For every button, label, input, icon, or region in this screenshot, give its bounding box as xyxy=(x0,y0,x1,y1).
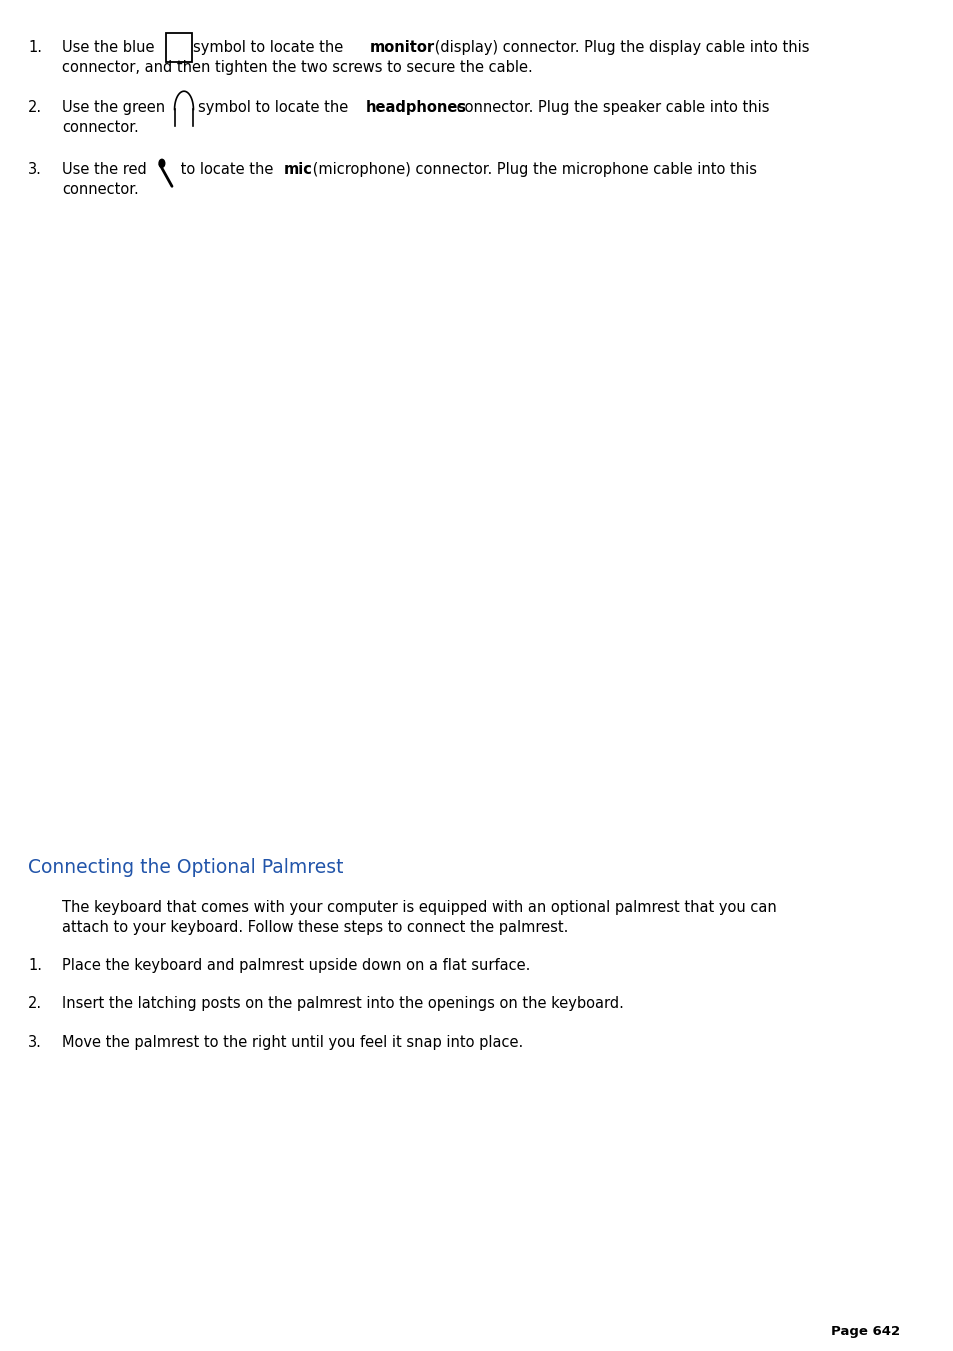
Text: attach to your keyboard. Follow these steps to connect the palmrest.: attach to your keyboard. Follow these st… xyxy=(62,920,568,935)
FancyBboxPatch shape xyxy=(166,34,192,62)
Text: mic: mic xyxy=(284,162,313,177)
Text: 3.: 3. xyxy=(28,1035,42,1050)
Text: symbol to locate the: symbol to locate the xyxy=(193,41,348,55)
Circle shape xyxy=(159,159,165,168)
Text: 2.: 2. xyxy=(28,996,42,1011)
Text: monitor: monitor xyxy=(370,41,435,55)
Text: (microphone) connector. Plug the microphone cable into this: (microphone) connector. Plug the microph… xyxy=(308,162,757,177)
Text: Connecting the Optional Palmrest: Connecting the Optional Palmrest xyxy=(28,858,343,877)
Text: 1.: 1. xyxy=(28,958,42,973)
Text: Use the blue: Use the blue xyxy=(62,41,159,55)
Text: to locate the: to locate the xyxy=(175,162,277,177)
Text: headphones: headphones xyxy=(366,100,467,115)
Text: Place the keyboard and palmrest upside down on a flat surface.: Place the keyboard and palmrest upside d… xyxy=(62,958,530,973)
Text: Page 642: Page 642 xyxy=(830,1325,899,1337)
Text: connector.: connector. xyxy=(62,182,138,197)
Text: Insert the latching posts on the palmrest into the openings on the keyboard.: Insert the latching posts on the palmres… xyxy=(62,996,623,1011)
Text: 3.: 3. xyxy=(28,162,42,177)
Text: Move the palmrest to the right until you feel it snap into place.: Move the palmrest to the right until you… xyxy=(62,1035,522,1050)
Text: (display) connector. Plug the display cable into this: (display) connector. Plug the display ca… xyxy=(430,41,809,55)
Text: connector. Plug the speaker cable into this: connector. Plug the speaker cable into t… xyxy=(452,100,769,115)
Text: Use the red: Use the red xyxy=(62,162,152,177)
Text: Use the green: Use the green xyxy=(62,100,170,115)
Text: symbol to locate the: symbol to locate the xyxy=(198,100,353,115)
Text: The keyboard that comes with your computer is equipped with an optional palmrest: The keyboard that comes with your comput… xyxy=(62,900,776,915)
Text: connector.: connector. xyxy=(62,120,138,135)
Text: 1.: 1. xyxy=(28,41,42,55)
Text: 2.: 2. xyxy=(28,100,42,115)
Text: connector, and then tighten the two screws to secure the cable.: connector, and then tighten the two scre… xyxy=(62,59,532,76)
